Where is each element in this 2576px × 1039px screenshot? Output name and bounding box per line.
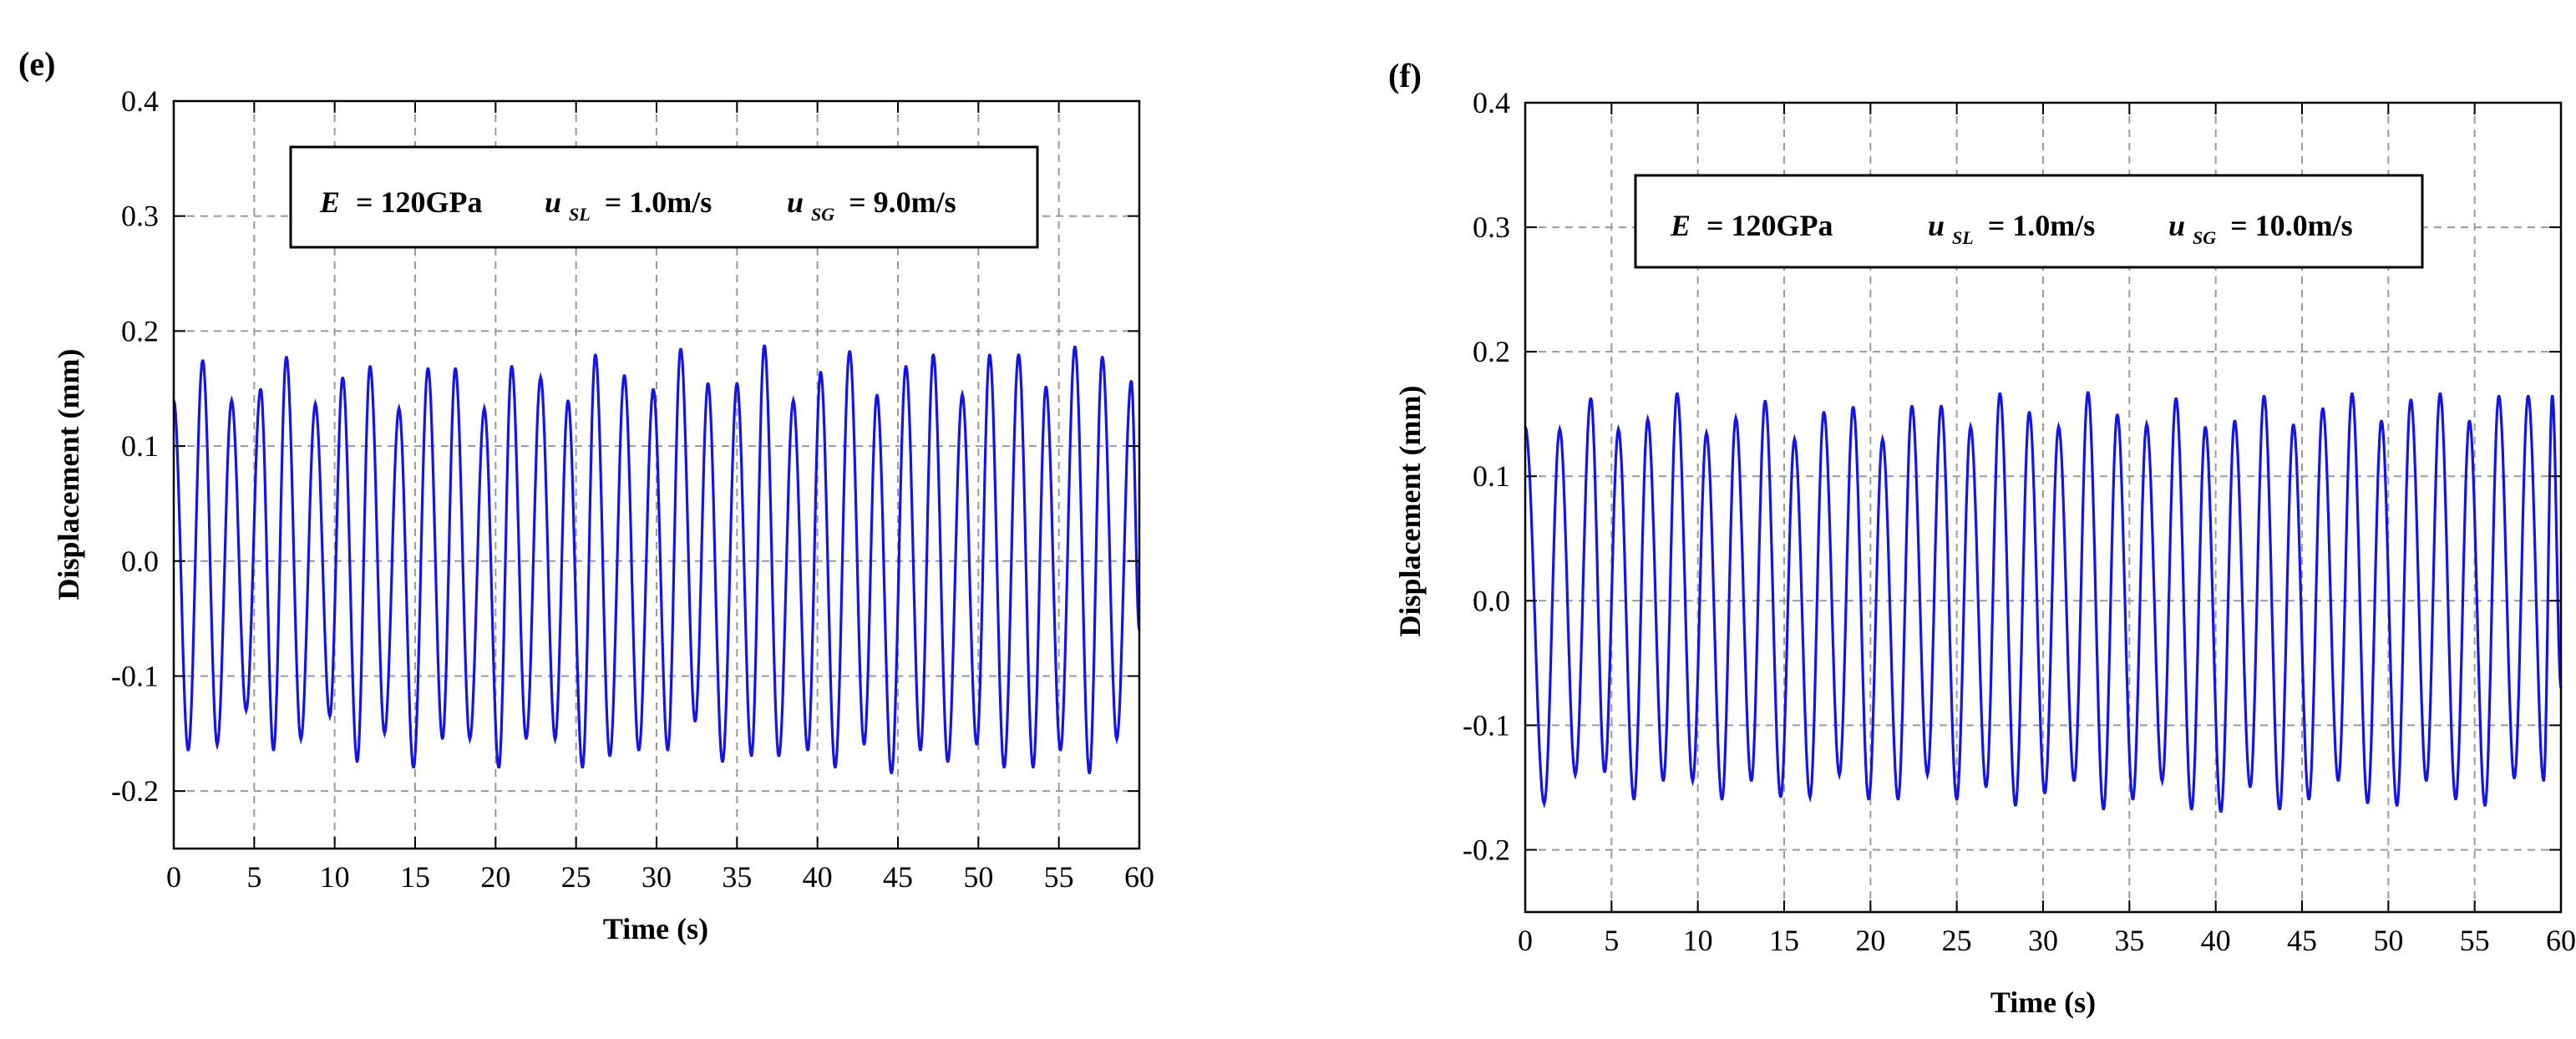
- usg-value: = 9.0m/s: [849, 185, 956, 219]
- x-tick-label: 20: [1855, 924, 1885, 957]
- y-tick-label: 0.2: [121, 314, 159, 347]
- displacement-series-line: [172, 344, 1141, 774]
- annotation-frame: [289, 145, 1039, 249]
- x-tick-label: 50: [963, 860, 993, 894]
- usl-symbol: u: [1928, 209, 1945, 242]
- annotation-frame: [1634, 174, 2424, 269]
- usg-symbol: u: [2168, 209, 2185, 242]
- y-tick-label: 0.4: [1473, 86, 1510, 119]
- y-tick-label: -0.1: [1463, 708, 1510, 742]
- x-tick-label: 35: [722, 860, 752, 894]
- x-tick-label: 25: [1942, 924, 1972, 957]
- panel-label: (f): [1388, 57, 1422, 94]
- x-tick-label: 5: [246, 860, 261, 894]
- panel-label: (e): [18, 45, 55, 83]
- usl-symbol: u: [545, 185, 561, 219]
- x-tick-label: 40: [803, 860, 833, 894]
- displacement-series-line: [1524, 391, 2563, 813]
- y-tick-label: 0.3: [1473, 210, 1510, 244]
- chart-panel-e: (e) 0 5 10 15 20 25 30 35 40 45 50 55 60 -0.2 -0.1 0.0 0…: [18, 45, 1154, 945]
- usl-value: = 1.0m/s: [605, 185, 712, 219]
- x-tick-label: 15: [400, 860, 430, 894]
- y-tick-label: 0.0: [121, 545, 159, 578]
- y-tick-label: 0.2: [1473, 335, 1510, 368]
- y-tick-label: -0.1: [111, 659, 159, 692]
- annotation-text: E = 120GPa u SL = 1.0m/s u SG = 9.0m/s: [319, 185, 956, 227]
- y-axis-title: Displacement (mm): [1393, 386, 1427, 637]
- x-tick-label: 10: [1683, 924, 1713, 957]
- y-axis-title: Displacement (mm): [52, 349, 85, 601]
- x-tick-label: 30: [641, 860, 672, 894]
- x-tick-label: 5: [1604, 924, 1619, 957]
- x-tick-label: 45: [2287, 924, 2317, 957]
- y-tick-label: -0.2: [111, 774, 159, 808]
- x-tick-label: 60: [1124, 860, 1154, 894]
- x-tick-label: 45: [883, 860, 913, 894]
- x-tick-label: 0: [166, 860, 181, 894]
- x-axis-title: Time (s): [1990, 986, 2096, 1019]
- usl-subscript: SL: [1952, 227, 1974, 248]
- y-tick-label: 0.1: [1473, 459, 1510, 493]
- x-tick-label: 10: [320, 860, 350, 894]
- usg-value: = 10.0m/s: [2230, 209, 2353, 242]
- e-value: = 120GPa: [356, 185, 483, 219]
- usg-symbol: u: [787, 185, 804, 219]
- x-tick-label: 50: [2373, 924, 2403, 957]
- usg-subscript: SG: [811, 204, 834, 225]
- x-tick-label: 55: [1044, 860, 1074, 894]
- x-tick-label: 30: [2028, 924, 2058, 957]
- usl-value: = 1.0m/s: [1988, 209, 2096, 242]
- x-tick-label: 40: [2201, 924, 2231, 957]
- y-tick-label: 0.4: [121, 84, 159, 118]
- usg-subscript: SG: [2193, 227, 2216, 248]
- usl-subscript: SL: [569, 204, 591, 225]
- e-value: = 120GPa: [1706, 209, 1833, 242]
- x-tick-label: 55: [2460, 924, 2490, 957]
- x-tick-label: 15: [1769, 924, 1799, 957]
- annotation-text: E = 120GPa u SL = 1.0m/s u SG = 10.0m/s: [1670, 209, 2353, 251]
- y-tick-label: 0.3: [121, 200, 159, 233]
- x-tick-label: 35: [2114, 924, 2144, 957]
- annotation-box: E = 120GPa u SL = 1.0m/s u SG = 9.0m/s: [289, 145, 1039, 249]
- x-axis-title: Time (s): [603, 912, 708, 945]
- x-tick-label: 25: [561, 860, 591, 894]
- x-tick-label: 0: [1518, 924, 1533, 957]
- e-symbol: E: [1670, 209, 1691, 242]
- chart-panel-f: (f) 0 5 10 15 20 25 30 35 40 45 50 55 60 -0.2 -0.1 0.0 0…: [1388, 57, 2576, 1019]
- y-tick-label: -0.2: [1463, 833, 1510, 866]
- x-tick-label: 60: [2546, 924, 2576, 957]
- y-tick-label: 0.1: [121, 429, 159, 463]
- x-tick-label: 20: [480, 860, 510, 894]
- e-symbol: E: [319, 185, 340, 219]
- annotation-box: E = 120GPa u SL = 1.0m/s u SG = 10.0m/s: [1634, 174, 2424, 269]
- y-tick-label: 0.0: [1473, 584, 1510, 617]
